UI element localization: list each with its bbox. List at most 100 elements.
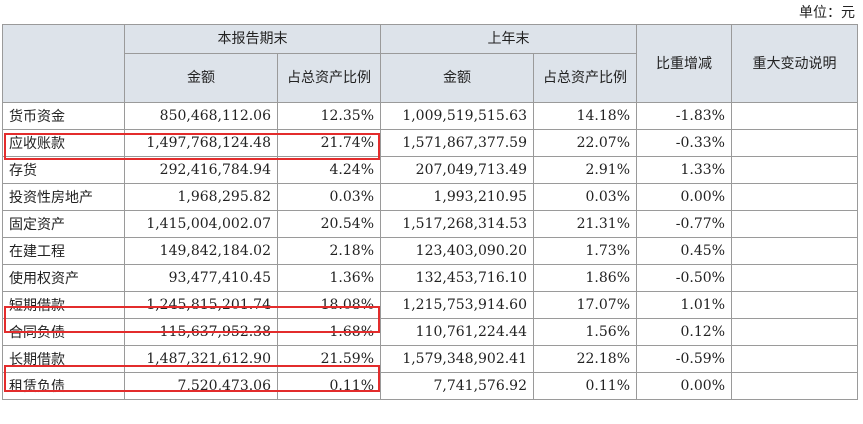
row-prior-amount: 1,009,519,515.63: [380, 102, 534, 130]
row-prior-ratio: 22.07%: [533, 129, 637, 157]
row-prior-amount: 132,453,716.10: [380, 264, 534, 292]
row-prior-ratio: 0.11%: [533, 372, 637, 400]
row-current-amount: 115,637,952.38: [124, 318, 278, 346]
header-prior-ratio: 占总资产比例: [533, 53, 637, 103]
table-header: 本报告期末 上年末 比重增减 重大变动说明 金额 占总资产比例 金额 占总资产比…: [2, 24, 858, 103]
header-current-amount: 金额: [124, 53, 278, 103]
row-item-label: 投资性房地产: [2, 183, 125, 211]
header-current-ratio: 占总资产比例: [277, 53, 381, 103]
row-change: 0.00%: [636, 372, 732, 400]
row-current-amount: 1,497,768,124.48: [124, 129, 278, 157]
row-change: -0.59%: [636, 345, 732, 373]
row-item-label: 租赁负债: [2, 372, 125, 400]
header-prior-year-end: 上年末: [380, 24, 637, 54]
row-current-ratio: 1.36%: [277, 264, 381, 292]
header-current-period: 本报告期末: [124, 24, 381, 54]
table-row: 固定资产 1,415,004,002.07 20.54% 1,517,268,314.…: [2, 210, 858, 238]
row-current-amount: 1,415,004,002.07: [124, 210, 278, 238]
row-current-amount: 1,487,321,612.90: [124, 345, 278, 373]
row-change: 0.12%: [636, 318, 732, 346]
header-prior-amount: 金额: [380, 53, 534, 103]
row-item-label: 合同负债: [2, 318, 125, 346]
row-prior-ratio: 21.31%: [533, 210, 637, 238]
row-prior-amount: 1,993,210.95: [380, 183, 534, 211]
row-item-label: 固定资产: [2, 210, 125, 238]
table-row: 在建工程 149,842,184.02 2.18% 123,403,090.20 1.7…: [2, 237, 858, 265]
row-explanation: [731, 156, 858, 184]
row-prior-ratio: 2.91%: [533, 156, 637, 184]
row-current-amount: 292,416,784.94: [124, 156, 278, 184]
row-current-ratio: 4.24%: [277, 156, 381, 184]
row-explanation: [731, 345, 858, 373]
row-prior-ratio: 1.86%: [533, 264, 637, 292]
row-explanation: [731, 372, 858, 400]
table-row: 应收账款 1,497,768,124.48 21.74% 1,571,867,377.…: [2, 129, 858, 157]
row-current-ratio: 0.11%: [277, 372, 381, 400]
table-row: 短期借款 1,245,815,201.74 18.08% 1,215,753,914.…: [2, 291, 858, 319]
row-explanation: [731, 183, 858, 211]
row-item-label: 应收账款: [2, 129, 125, 157]
table-row: 使用权资产 93,477,410.45 1.36% 132,453,716.10 1.8…: [2, 264, 858, 292]
row-explanation: [731, 102, 858, 130]
row-current-amount: 1,968,295.82: [124, 183, 278, 211]
table-row: 货币资金 850,468,112.06 12.35% 1,009,519,515.63…: [2, 102, 858, 130]
row-current-ratio: 2.18%: [277, 237, 381, 265]
row-current-amount: 7,520,473.06: [124, 372, 278, 400]
row-explanation: [731, 318, 858, 346]
row-change: -0.50%: [636, 264, 732, 292]
table-row: 存货 292,416,784.94 4.24% 207,049,713.49 2.91%…: [2, 156, 858, 184]
row-prior-amount: 1,571,867,377.59: [380, 129, 534, 157]
row-current-ratio: 12.35%: [277, 102, 381, 130]
row-prior-amount: 7,741,576.92: [380, 372, 534, 400]
row-prior-ratio: 1.56%: [533, 318, 637, 346]
row-item-label: 在建工程: [2, 237, 125, 265]
row-current-ratio: 0.03%: [277, 183, 381, 211]
row-prior-ratio: 22.18%: [533, 345, 637, 373]
row-prior-amount: 110,761,224.44: [380, 318, 534, 346]
row-change: -1.83%: [636, 102, 732, 130]
row-prior-ratio: 1.73%: [533, 237, 637, 265]
balance-sheet-table: 本报告期末 上年末 比重增减 重大变动说明 金额 占总资产比例 金额 占总资产比…: [2, 24, 858, 400]
row-explanation: [731, 291, 858, 319]
row-current-ratio: 18.08%: [277, 291, 381, 319]
row-current-ratio: 21.74%: [277, 129, 381, 157]
row-current-amount: 149,842,184.02: [124, 237, 278, 265]
row-current-amount: 93,477,410.45: [124, 264, 278, 292]
row-change: 1.33%: [636, 156, 732, 184]
row-current-amount: 1,245,815,201.74: [124, 291, 278, 319]
row-prior-ratio: 17.07%: [533, 291, 637, 319]
row-change: -0.33%: [636, 129, 732, 157]
row-item-label: 短期借款: [2, 291, 125, 319]
row-prior-amount: 1,579,348,902.41: [380, 345, 534, 373]
row-current-amount: 850,468,112.06: [124, 102, 278, 130]
row-item-label: 使用权资产: [2, 264, 125, 292]
row-prior-amount: 1,517,268,314.53: [380, 210, 534, 238]
header-change: 比重增减: [636, 24, 732, 103]
row-change: 0.00%: [636, 183, 732, 211]
row-current-ratio: 21.59%: [277, 345, 381, 373]
row-item-label: 存货: [2, 156, 125, 184]
table-row: 长期借款 1,487,321,612.90 21.59% 1,579,348,902.…: [2, 345, 858, 373]
row-item-label: 长期借款: [2, 345, 125, 373]
row-current-ratio: 1.68%: [277, 318, 381, 346]
row-change: 1.01%: [636, 291, 732, 319]
row-prior-amount: 123,403,090.20: [380, 237, 534, 265]
row-explanation: [731, 210, 858, 238]
table-row: 租赁负债 7,520,473.06 0.11% 7,741,576.92 0.11% 0.…: [2, 372, 858, 400]
row-current-ratio: 20.54%: [277, 210, 381, 238]
row-prior-ratio: 14.18%: [533, 102, 637, 130]
row-change: -0.77%: [636, 210, 732, 238]
header-explanation: 重大变动说明: [731, 24, 858, 103]
table-row: 投资性房地产 1,968,295.82 0.03% 1,993,210.95 0.03%…: [2, 183, 858, 211]
row-item-label: 货币资金: [2, 102, 125, 130]
row-prior-amount: 1,215,753,914.60: [380, 291, 534, 319]
table-body: 货币资金 850,468,112.06 12.35% 1,009,519,515.63…: [2, 102, 858, 400]
row-prior-amount: 207,049,713.49: [380, 156, 534, 184]
table-row: 合同负债 115,637,952.38 1.68% 110,761,224.44 1.5…: [2, 318, 858, 346]
row-change: 0.45%: [636, 237, 732, 265]
row-explanation: [731, 129, 858, 157]
row-explanation: [731, 237, 858, 265]
header-item-blank: [2, 24, 125, 103]
row-explanation: [731, 264, 858, 292]
unit-label: 单位：元: [799, 5, 855, 21]
